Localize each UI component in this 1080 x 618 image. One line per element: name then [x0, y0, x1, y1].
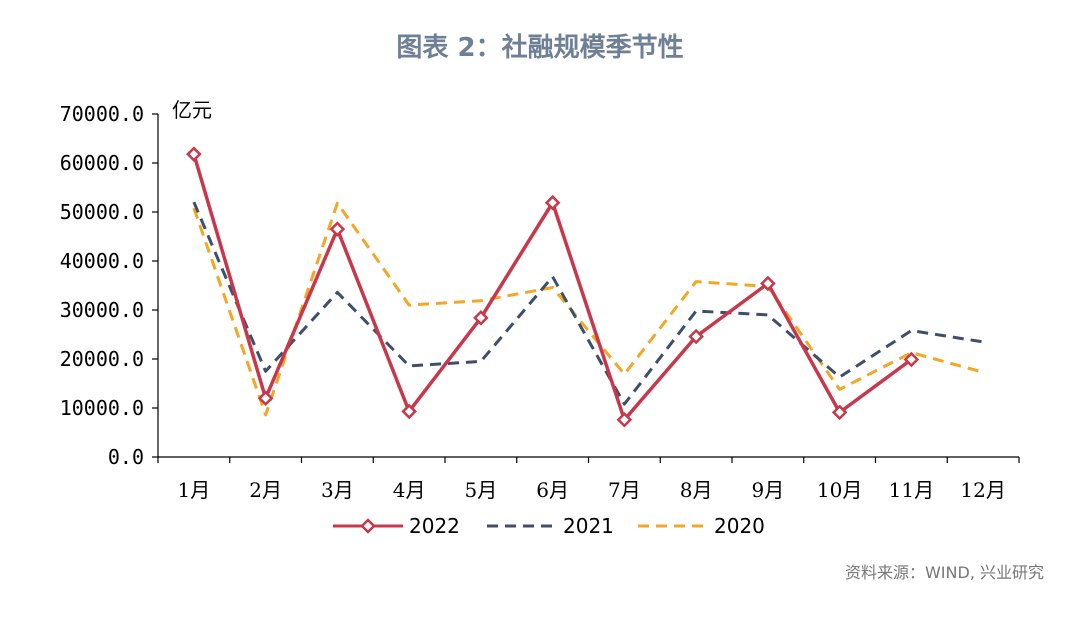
axes [157, 114, 1019, 458]
x-tick-label: 5月 [465, 478, 498, 502]
y-axis-unit-label: 亿元 [172, 98, 212, 122]
series-layer [186, 146, 984, 428]
ticks: 0.0 10000.0 20000.0 30000.0 40000.0 50000.0 60… [60, 102, 1020, 502]
x-tick-label: 8月 [680, 478, 713, 502]
series-line-2020 [192, 201, 984, 417]
x-tick-label: 9月 [752, 478, 785, 502]
y-tick-label: 30000.0 [60, 298, 144, 322]
x-tick-label: 6月 [536, 478, 569, 502]
y-tick-label: 60000.0 [60, 151, 144, 175]
legend: 2022 2021 2020 [333, 514, 765, 538]
data-point-2022 [831, 404, 848, 421]
legend-label: 2020 [714, 514, 765, 538]
legend-item-2020: 2020 [638, 514, 765, 538]
x-tick-label: 2月 [249, 478, 282, 502]
chart-title: 图表 2：社融规模季节性 [396, 32, 683, 63]
legend-item-2022: 2022 [333, 514, 460, 538]
y-tick-label: 50000.0 [60, 200, 144, 224]
x-tick-label: 7月 [608, 478, 641, 502]
data-point-2022 [401, 403, 417, 420]
data-point-2022 [473, 310, 489, 326]
data-point-2022 [186, 146, 202, 162]
legend-item-2021: 2021 [487, 514, 614, 538]
y-tick-label: 20000.0 [60, 347, 144, 371]
x-tick-label: 3月 [321, 478, 354, 502]
y-tick-label: 40000.0 [60, 249, 144, 273]
legend-label: 2021 [563, 514, 614, 538]
data-point-2022 [688, 328, 704, 345]
x-tick-label: 12月 [960, 478, 1005, 502]
x-tick-label: 4月 [393, 478, 426, 502]
y-tick-label: 10000.0 [60, 396, 144, 420]
data-point-2022 [257, 390, 274, 406]
legend-label: 2022 [409, 514, 460, 538]
y-tick-label: 70000.0 [60, 102, 144, 126]
data-point-2022 [616, 411, 633, 428]
data-point-2022 [903, 351, 920, 368]
source-note: 资料来源：WIND, 兴业研究 [845, 563, 1044, 582]
x-tick-label: 1月 [178, 478, 211, 502]
data-point-2022 [544, 194, 561, 211]
data-point-2022 [329, 221, 346, 237]
data-point-2022 [760, 275, 776, 292]
x-tick-label: 10月 [817, 478, 862, 502]
legend-marker [360, 518, 376, 534]
series-line-2021 [192, 201, 984, 406]
y-tick-label: 0.0 [108, 445, 144, 469]
x-tick-label: 11月 [889, 478, 934, 502]
